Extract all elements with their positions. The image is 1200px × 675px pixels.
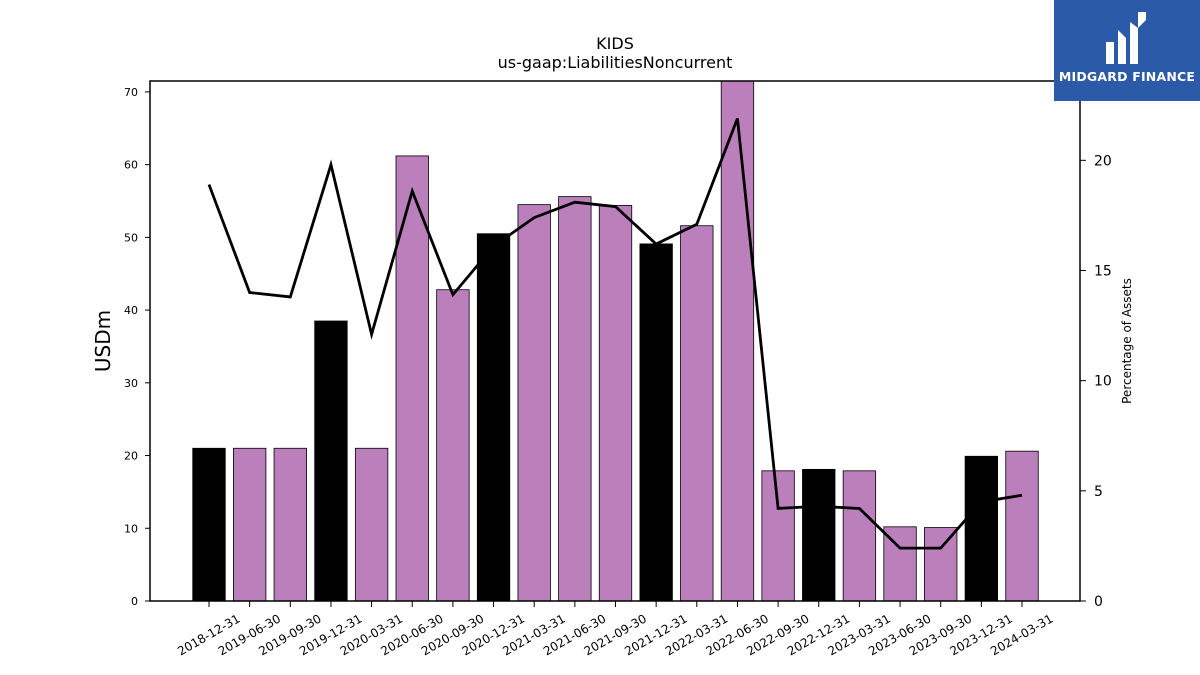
bar: [964, 455, 998, 602]
bar: [842, 470, 877, 602]
y-tick-label: 20: [124, 450, 138, 463]
bar: [680, 225, 714, 602]
x-axis: 2018-12-312019-06-302019-09-302019-12-31…: [175, 601, 1056, 658]
y2-axis-label: Percentage of Assets: [1120, 278, 1134, 404]
bar-series: [192, 80, 1039, 602]
bar: [1005, 450, 1039, 602]
bar: [802, 468, 836, 602]
y2-tick-label: 15: [1094, 263, 1112, 279]
bar: [232, 447, 267, 602]
chart-subtitle: us-gaap:LiabilitiesNoncurrent: [498, 53, 733, 72]
y-tick-label: 60: [124, 159, 138, 172]
bar: [761, 470, 795, 602]
bar: [639, 243, 673, 602]
y2-tick-label: 10: [1094, 374, 1112, 390]
bar: [720, 80, 755, 602]
y-tick-label: 30: [124, 377, 138, 390]
bar: [273, 447, 307, 602]
company-logo: MIDGARD FINANCE: [1054, 0, 1200, 101]
y-axis-left: 0 10 20 30 40 50 60 70: [124, 86, 150, 608]
bar: [517, 204, 551, 602]
bar: [314, 320, 348, 602]
y2-tick-label: 5: [1094, 484, 1103, 500]
chart-title: KIDS: [596, 34, 634, 53]
logo-text: MIDGARD FINANCE: [1058, 69, 1196, 84]
y-tick-label: 70: [124, 86, 138, 99]
y-axis-label: USDm: [91, 310, 115, 372]
y-tick-label: 40: [124, 304, 138, 317]
bar: [192, 447, 226, 602]
y2-tick-label: 0: [1094, 594, 1103, 610]
logo-mark-icon: [1106, 12, 1146, 64]
y-tick-label: 0: [131, 595, 138, 608]
bar: [354, 447, 389, 602]
bar: [436, 289, 470, 602]
bar: [558, 196, 592, 602]
y-axis-right: 0 5 10 15 20: [1080, 153, 1112, 610]
line-path: [207, 117, 1023, 550]
y-tick-label: 50: [124, 231, 138, 244]
bar: [476, 233, 511, 602]
line-series: [207, 117, 1023, 550]
y2-tick-label: 20: [1094, 153, 1112, 169]
bar: [924, 527, 958, 602]
y-tick-label: 10: [124, 522, 138, 535]
bar: [598, 204, 633, 602]
